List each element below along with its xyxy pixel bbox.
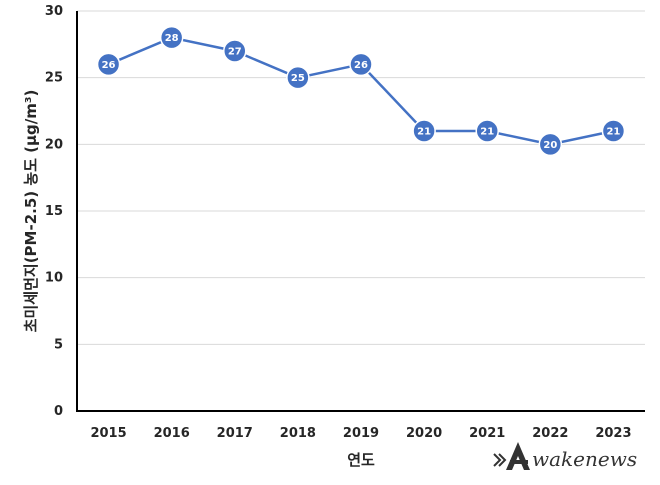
- data-label: 27: [228, 47, 242, 58]
- data-series: 26 28 27 25 26 21 21 20 21: [96, 25, 626, 157]
- data-label: 26: [354, 60, 368, 71]
- y-tick-labels: 0 5 10 15 20 25 30: [45, 4, 63, 419]
- x-tick-label: 2017: [217, 426, 253, 441]
- x-tick-label: 2019: [343, 426, 379, 441]
- watermark-text: wakenews: [532, 447, 637, 471]
- y-tick-label: 25: [45, 71, 63, 86]
- y-axis-title: 초미세먼지(PM-2.5) 농도 (μg/m³): [22, 90, 40, 333]
- data-label: 26: [102, 60, 116, 71]
- y-tick-label: 10: [45, 271, 63, 286]
- awakenews-watermark: wakenews: [493, 442, 637, 471]
- data-point: [96, 52, 121, 77]
- x-tick-labels: 2015 2016 2017 2018 2019 2020 2021 2022 2023: [90, 426, 631, 441]
- y-tick-label: 15: [45, 204, 63, 219]
- y-tick-label: 30: [45, 4, 63, 19]
- data-label: 20: [543, 140, 557, 151]
- data-label: 21: [417, 127, 431, 138]
- x-tick-label: 2018: [280, 426, 316, 441]
- x-tick-label: 2015: [90, 426, 126, 441]
- y-tick-label: 20: [45, 137, 63, 152]
- data-label: 21: [606, 127, 620, 138]
- data-point: [601, 119, 626, 143]
- data-point: [286, 65, 310, 90]
- watermark-logo-icon: [493, 442, 530, 470]
- data-point: [538, 132, 563, 157]
- data-label: 21: [480, 127, 494, 138]
- x-tick-label: 2020: [406, 426, 442, 441]
- grid-lines: [77, 10, 645, 345]
- x-tick-label: 2016: [154, 426, 190, 441]
- x-tick-label: 2023: [595, 426, 631, 441]
- x-tick-label: 2021: [469, 426, 505, 441]
- data-label: 25: [291, 73, 305, 84]
- x-axis-title: 연도: [347, 451, 375, 469]
- data-point: [159, 25, 184, 50]
- data-point: [223, 39, 247, 63]
- data-point: [475, 119, 499, 143]
- axes: [76, 11, 645, 412]
- data-point: [349, 52, 373, 77]
- data-point: [412, 119, 436, 143]
- y-tick-label: 0: [54, 404, 63, 419]
- x-tick-label: 2022: [532, 426, 568, 441]
- y-tick-label: 5: [54, 337, 63, 352]
- data-label: 28: [165, 33, 179, 44]
